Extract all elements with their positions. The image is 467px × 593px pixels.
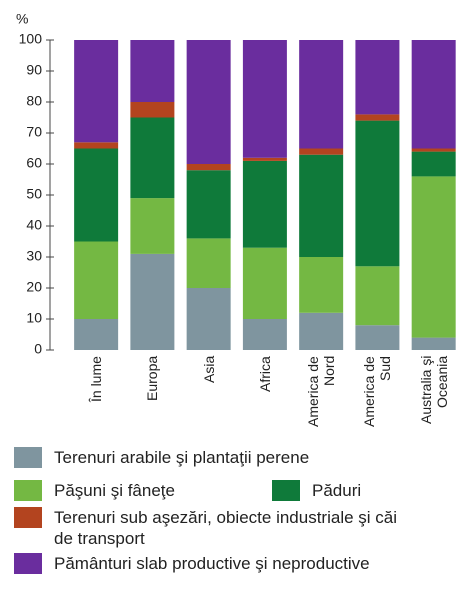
bar-segment [130,102,175,118]
bar-segment [130,40,175,102]
bar-segment [355,114,400,121]
legend-label: Păşuni şi fâneţe [54,481,175,500]
legend-label: Terenuri arabile şi plantaţii perene [54,448,310,467]
bar-segment [130,253,175,350]
chart: % 0 10 20 30 40 50 60 70 80 90 100 [16,11,456,357]
bar-segment [186,170,231,239]
y-tick-label: 30 [26,248,42,264]
legend-swatch [14,553,42,574]
bar-segment [411,40,456,149]
bar-segment [186,238,231,288]
legend-label: Păduri [312,481,362,500]
legend-swatch [14,480,42,501]
bar-segment [74,241,119,319]
bar-segment [411,148,456,152]
y-axis-label: % [16,11,28,27]
bar-segment [299,40,344,149]
bar-segment [299,257,344,313]
bar-segment [411,151,456,177]
x-tick-label: Africa [256,356,273,392]
y-tick-label: 40 [26,217,42,233]
x-tick-label: Europa [144,356,161,402]
bar-segment [242,40,287,158]
bar-segment [74,319,119,350]
bar-segment [355,40,400,115]
bar-segment [242,157,287,161]
y-tick-label: 0 [34,341,42,357]
y-tick-label: 70 [26,124,42,140]
bar-segment [355,120,400,267]
x-tick-label: America de Nord [305,356,338,427]
bar-segment [355,325,400,350]
legend-item: Terenuri arabile şi plantaţii perene [14,447,454,468]
bar-segment [299,312,344,350]
y-tick-label: 10 [26,310,42,326]
bar-segment [186,164,231,171]
bar-segment [186,288,231,350]
legend-swatch [14,507,42,528]
bar-segment [242,247,287,319]
bar-segment [299,154,344,257]
y-tick-label: 20 [26,279,42,295]
bar-segment [299,148,344,155]
x-tick-label: America de Sud [361,356,394,427]
legend-swatch [272,480,300,501]
x-tick-label: Australia şi Oceania [417,356,450,425]
bar-segment [74,148,119,242]
bar-segment [355,266,400,326]
bar-segment [411,337,456,350]
bar-segment [242,160,287,248]
bar-segment [130,198,175,254]
bar-segment [130,117,175,199]
legend-item: Păşuni şi fâneţe [14,480,254,501]
x-tick-label: Asia [200,356,217,384]
y-tick-label: 90 [26,62,42,78]
bar-segment [74,40,119,143]
legend-label: Terenuri sub aşezări, obiecte industrial… [54,508,398,548]
bar-segment [411,176,456,338]
legend-swatch [14,447,42,468]
bar-segment [242,319,287,350]
x-tick-label: În lume [88,356,105,402]
y-tick-label: 60 [26,155,42,171]
legend-item: Terenuri sub aşezări, obiecte industrial… [14,507,454,549]
bar-segment [186,40,231,164]
y-tick-label: 100 [19,31,43,47]
legend-label: Pământuri slab productive şi neproductiv… [54,554,370,573]
y-tick-label: 50 [26,186,42,202]
y-tick-label: 80 [26,93,42,109]
legend-item: Pământuri slab productive şi neproductiv… [14,553,454,574]
legend-item: Păduri [272,480,467,501]
bar-segment [74,142,119,149]
